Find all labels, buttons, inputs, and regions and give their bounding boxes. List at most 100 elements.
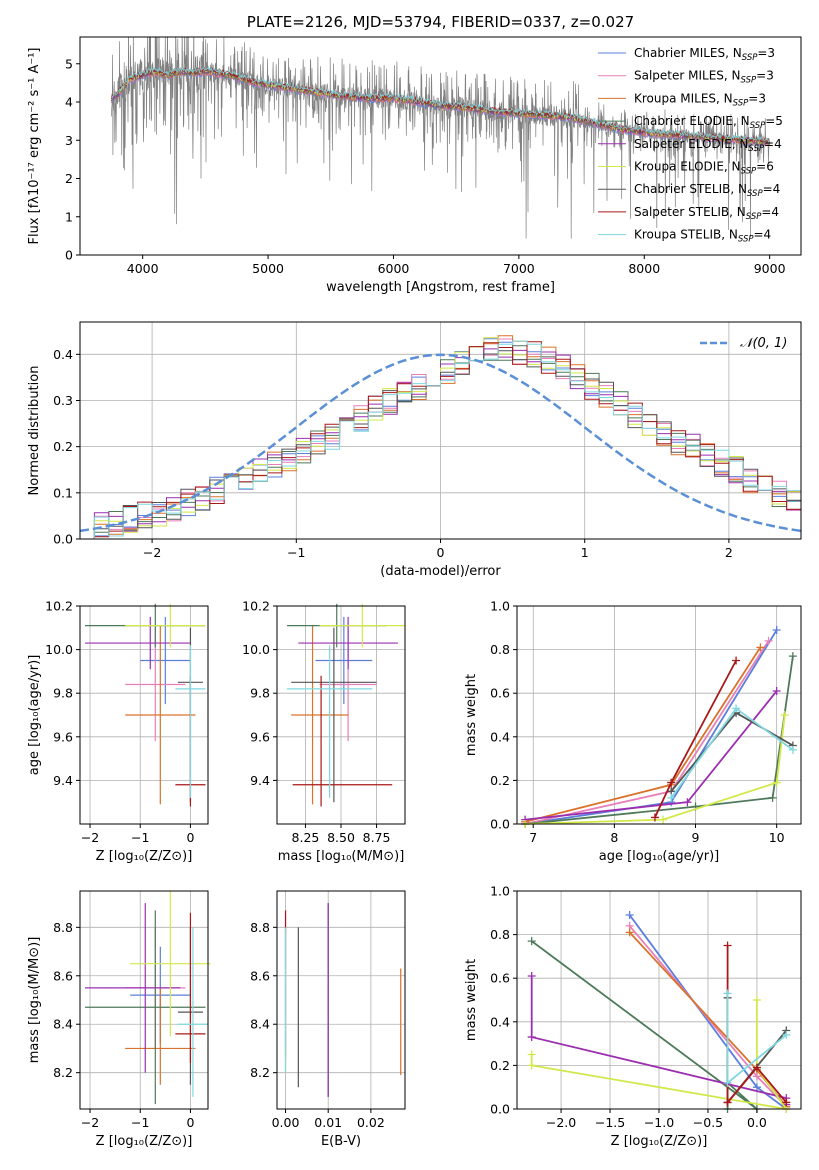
y-tick-label: 0.8 xyxy=(490,927,510,942)
residuals-panel: −2 −1 0 1 2 0.0 0.1 0.2 0.3 0.4 (data-model)/error… xyxy=(27,321,802,579)
legend-label: Kroupa STELIB, NSSP=4 xyxy=(634,228,771,245)
x-tick-label: 4000 xyxy=(127,261,159,276)
axes-frame xyxy=(516,605,802,825)
x-tick-label: 0.02 xyxy=(357,1115,385,1130)
mass-weight-marker xyxy=(723,989,732,998)
age-vs-Z-panel: −2 −1 0 9.4 9.6 9.8 10.0 10.2 Z [log₁₀(Z/Z⊙)] age… xyxy=(27,599,209,864)
mass-weight-marker xyxy=(732,704,741,713)
x-tick-label: 2 xyxy=(725,545,733,560)
errorbar-point xyxy=(292,675,393,807)
mass-weight-marker xyxy=(788,745,797,754)
spectrum-legend: Chabrier MILES, NSSP=3 Salpeter MILES, NS… xyxy=(598,46,783,245)
x-tick-label: 10 xyxy=(769,830,785,845)
y-tick-label: 2 xyxy=(65,171,73,186)
y-tick-label: 0.4 xyxy=(53,347,73,362)
axes-frame xyxy=(79,36,802,256)
x-tick-label: −1.0 xyxy=(644,1115,674,1130)
mass-weight-marker xyxy=(527,972,536,981)
x-tick-label: 0.0 xyxy=(747,1115,767,1130)
y-tick-label: 0.6 xyxy=(490,971,510,986)
axes-frame xyxy=(276,890,406,1110)
x-tick-label: 0 xyxy=(186,1115,194,1130)
legend-label: Salpeter ELODIE, NSSP=4 xyxy=(634,137,782,154)
mass-weight-marker xyxy=(527,1033,536,1042)
y-tick-label: 8.2 xyxy=(250,1065,270,1080)
legend-label: Kroupa ELODIE, NSSP=6 xyxy=(634,160,774,177)
mass-weight-marker xyxy=(625,928,634,937)
mass-weight-marker xyxy=(732,656,741,665)
y-tick-label: 9.8 xyxy=(250,686,270,701)
y-tick-label: 9.6 xyxy=(250,729,270,744)
y-tick-label: 8.8 xyxy=(250,920,270,935)
x-tick-label: 0 xyxy=(186,830,194,845)
mass-weight-marker xyxy=(527,1050,536,1059)
age-vs-mass-panel: 8.25 8.50 8.75 9.4 9.6 9.8 10.0 10.2 mass [log₁₀… xyxy=(242,599,406,864)
y-tick-label: 8.6 xyxy=(53,968,73,983)
chart-title: PLATE=2126, MJD=53794, FIBERID=0337, z=0… xyxy=(247,13,634,31)
legend-label: Salpeter MILES, NSSP=3 xyxy=(634,69,774,86)
mass-weight-line xyxy=(525,714,786,825)
mass-weight-marker xyxy=(768,793,777,802)
legend-label: 𝒩(0, 1) xyxy=(740,336,787,351)
y-tick-label: 1.0 xyxy=(490,884,510,899)
mass-weight-marker xyxy=(723,1078,732,1087)
x-tick-label: 5000 xyxy=(252,261,284,276)
x-tick-label: 9000 xyxy=(754,261,786,276)
x-axis-label: mass [log₁₀(M/M⊙)] xyxy=(278,849,405,864)
x-tick-label: −1 xyxy=(287,545,305,560)
y-tick-label: 0.6 xyxy=(490,686,510,701)
y-tick-label: 8.4 xyxy=(53,1017,73,1032)
y-tick-label: 10.0 xyxy=(242,642,270,657)
y-tick-label: 0.3 xyxy=(53,393,73,408)
x-tick-label: 0.01 xyxy=(314,1115,342,1130)
x-tick-label: −2 xyxy=(81,1115,99,1130)
errorbar-point xyxy=(130,891,211,1037)
y-tick-label: 0.4 xyxy=(490,729,510,744)
y-tick-label: 0.0 xyxy=(53,532,73,547)
axes-frame xyxy=(79,890,209,1110)
y-tick-label: 0.2 xyxy=(490,1058,510,1073)
mass-weight-line xyxy=(525,655,794,825)
x-tick-label: 0.00 xyxy=(272,1115,300,1130)
y-axis-label: mass weight xyxy=(464,674,479,756)
errorbar-point xyxy=(125,987,196,1085)
axes-frame xyxy=(79,605,209,825)
x-axis-label: wavelength [Angstrom, rest frame] xyxy=(326,280,555,295)
spectrum-plot-area xyxy=(110,37,771,239)
errorbar-point xyxy=(125,603,206,648)
errorbar-point xyxy=(291,627,377,803)
mass-weight-vs-Z-panel: −2.0 −1.5 −1.0 −0.5 0.0 0.0 0.2 0.4 0.6 0.8 1.0 Z [… xyxy=(464,884,802,1149)
x-tick-label: −0.5 xyxy=(693,1115,723,1130)
y-tick-label: 0.1 xyxy=(53,485,73,500)
y-tick-label: 0.4 xyxy=(490,1014,510,1029)
x-axis-label: Z [log₁₀(Z/Z⊙)] xyxy=(611,1134,708,1149)
y-tick-label: 9.4 xyxy=(53,773,73,788)
mass-weight-marker xyxy=(764,636,773,645)
mass-weight-vs-age-panel: 7 8 9 10 0.0 0.2 0.4 0.6 0.8 1.0 age [log₁₀(age/yr… xyxy=(464,599,802,864)
mass-weight-marker xyxy=(788,652,797,661)
legend-label: Kroupa MILES, NSSP=3 xyxy=(634,91,766,108)
y-tick-label: 0 xyxy=(65,248,73,263)
x-tick-label: −1 xyxy=(131,1115,149,1130)
x-tick-label: −2 xyxy=(143,545,161,560)
legend-label: Salpeter STELIB, NSSP=4 xyxy=(634,205,779,222)
y-tick-label: 5 xyxy=(65,56,73,71)
x-tick-label: 0 xyxy=(437,545,445,560)
errorbar-point xyxy=(177,927,208,1097)
mass-weight-marker xyxy=(772,778,781,787)
mass-weight-marker xyxy=(782,1030,791,1039)
errorbar-point xyxy=(298,616,398,670)
mass-weight-marker xyxy=(772,687,781,696)
x-axis-label: (data-model)/error xyxy=(380,564,501,579)
x-tick-label: 9 xyxy=(692,830,700,845)
mass-weight-marker xyxy=(780,711,789,719)
y-tick-label: 3 xyxy=(65,133,73,148)
x-tick-label: 1 xyxy=(581,545,589,560)
y-tick-label: 0.2 xyxy=(53,439,73,454)
mass-weight-marker xyxy=(650,813,659,822)
x-tick-label: 8.75 xyxy=(363,830,391,845)
y-axis-label: Normed distribution xyxy=(27,366,42,496)
y-tick-label: 0.0 xyxy=(490,1102,510,1117)
legend-label: Chabrier MILES, NSSP=3 xyxy=(634,46,775,63)
x-tick-label: −2.0 xyxy=(546,1115,576,1130)
